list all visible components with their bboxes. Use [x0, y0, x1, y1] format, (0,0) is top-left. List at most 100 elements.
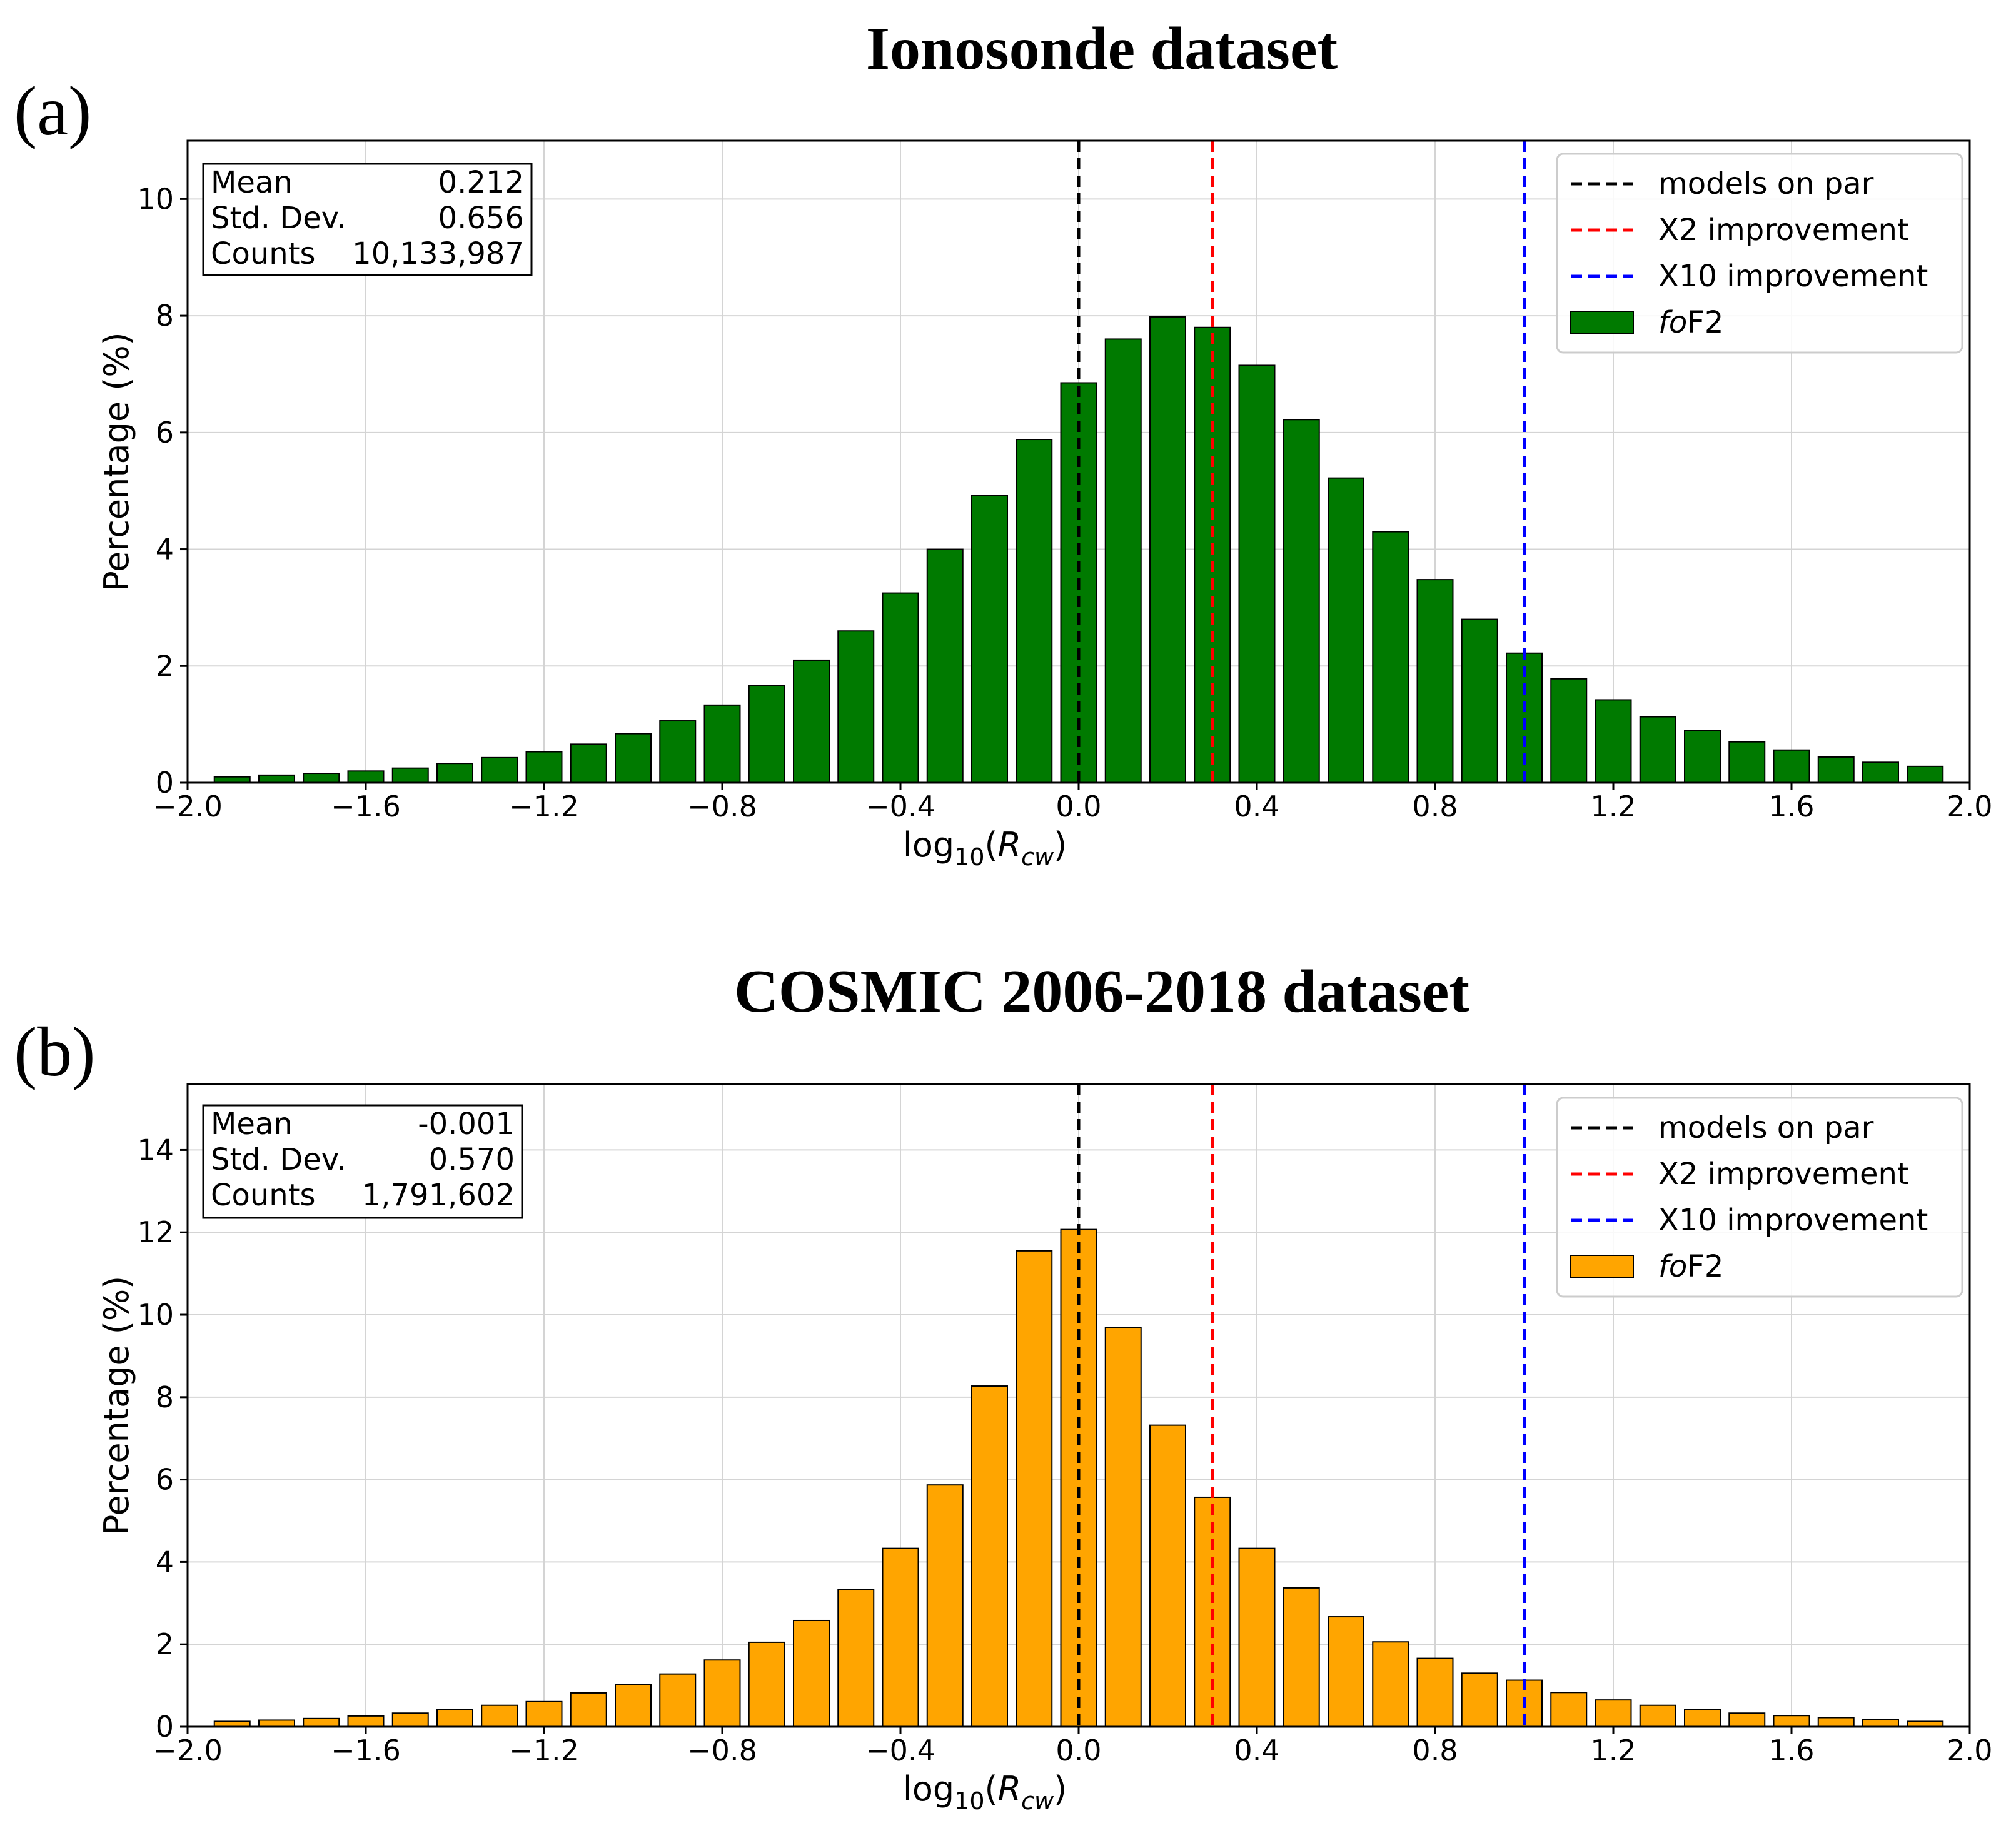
stats-std-label: Std. Dev.	[211, 1142, 346, 1177]
legend-bar-swatch	[1570, 1255, 1634, 1278]
bar	[391, 767, 429, 783]
y-tick-label: 2	[156, 1627, 174, 1661]
panel-label: (b)	[14, 1013, 96, 1091]
x-tick-label: −0.4	[865, 1734, 935, 1767]
x-axis-label-part: 10	[954, 843, 984, 871]
bar	[481, 1704, 518, 1728]
x-axis: −2.0 −1.6 −1.2 −0.8 −0.4 0.0 0.4 0.8 1.2 1.6 2.0	[153, 783, 1993, 823]
x-axis-label-part: 10	[954, 1787, 984, 1815]
bar	[1238, 1547, 1276, 1727]
bar	[525, 1700, 563, 1727]
x-axis: −2.0 −1.6 −1.2 −0.8 −0.4 0.0 0.4 0.8 1.2 1.6 2.0	[153, 1727, 1993, 1767]
x-tick-label: 2.0	[1947, 1734, 1992, 1767]
y-tick-label: 8	[156, 1380, 174, 1414]
bar	[1104, 338, 1142, 783]
bar	[703, 1659, 741, 1727]
x-tick-label: −0.4	[865, 790, 935, 823]
bar	[1817, 756, 1855, 784]
x-tick-label: −2.0	[153, 790, 223, 823]
x-axis-label: log10(Rcw)	[903, 1769, 1067, 1815]
bar	[391, 1712, 429, 1728]
bar	[258, 1719, 295, 1727]
bar	[1328, 1616, 1364, 1728]
x-axis-label-part: )	[1054, 825, 1067, 865]
x-axis-label-part: R	[998, 825, 1022, 865]
bars	[213, 1228, 1944, 1728]
reference-lines	[1077, 141, 1526, 783]
bar	[1238, 364, 1276, 783]
bar	[1550, 678, 1588, 784]
bar	[258, 774, 295, 783]
bar	[926, 548, 964, 784]
stats-mean-value: -0.001	[418, 1107, 515, 1142]
x-tick-label: 0.0	[1056, 790, 1101, 823]
stats-box: Mean -0.001 Std. Dev. 0.570 Counts 1,791,602	[202, 1104, 523, 1219]
bar	[615, 1684, 652, 1728]
legend-entry-label: models on par	[1658, 166, 1874, 201]
bar	[347, 1715, 385, 1728]
bar	[1372, 1641, 1409, 1727]
stats-mean-label: Mean	[211, 165, 293, 200]
stats-std-label: Std. Dev.	[211, 201, 346, 236]
bar	[1283, 1587, 1320, 1727]
bar	[1773, 1715, 1810, 1728]
chart-panel-b: COSMIC 2006-2018 dataset(b)−2.0 −1.6 −1.2−…	[14, 958, 1993, 1815]
bar	[703, 704, 741, 784]
bar	[436, 1709, 473, 1727]
y-tick-label: 10	[137, 182, 174, 216]
x-tick-label: 0.8	[1412, 1734, 1458, 1767]
bar	[1773, 749, 1810, 783]
bar	[1862, 1719, 1899, 1727]
legend-bar-label-italic: fo	[1658, 305, 1687, 340]
legend-bar-label-rest: F2	[1687, 305, 1723, 340]
x-tick-label: 0.4	[1234, 790, 1279, 823]
bar	[436, 763, 473, 783]
bar	[1416, 1657, 1454, 1728]
bar	[1595, 1699, 1632, 1728]
x-tick-label: −1.2	[509, 1734, 579, 1767]
x-tick-label: −0.8	[687, 790, 757, 823]
bar	[615, 733, 652, 784]
legend-frame	[1556, 1097, 1963, 1298]
bar	[1461, 618, 1498, 784]
bar	[1728, 741, 1766, 784]
legend-bar-label: foF2	[1658, 1249, 1723, 1284]
x-tick-label: −1.6	[331, 790, 401, 823]
y-axis: 0 2 4 6 8 10	[137, 182, 188, 800]
y-tick-label: 4	[156, 533, 174, 566]
legend-bar-swatch	[1570, 311, 1634, 334]
stats-mean-value: 0.212	[438, 165, 524, 200]
bar	[525, 751, 563, 783]
panel-label: (a)	[14, 73, 91, 150]
bar	[303, 773, 340, 783]
bar	[1104, 1327, 1142, 1727]
x-axis-label-part: log	[903, 1769, 954, 1809]
legend-entry-label: X2 improvement	[1658, 213, 1909, 248]
stats-std-value: 0.570	[429, 1142, 515, 1177]
bar	[793, 659, 830, 784]
x-tick-label: −1.6	[331, 1734, 401, 1767]
x-tick-label: 1.2	[1590, 790, 1636, 823]
x-tick-label: −0.8	[687, 1734, 757, 1767]
bar	[1461, 1672, 1498, 1727]
legend-frame	[1556, 153, 1963, 354]
legend-entry-label: X10 improvement	[1658, 259, 1928, 294]
y-tick-label: 10	[137, 1298, 174, 1332]
y-tick-label: 0	[156, 766, 174, 800]
bar	[659, 1673, 697, 1728]
bar	[1684, 730, 1721, 784]
legend-bar-label-italic: fo	[1658, 1249, 1687, 1284]
x-axis-label: log10(Rcw)	[903, 825, 1067, 871]
stats-counts-value: 1,791,602	[362, 1178, 515, 1213]
stats-counts-label: Counts	[211, 236, 316, 271]
x-axis-label-part: )	[1054, 1769, 1067, 1809]
y-tick-label: 8	[156, 299, 174, 333]
bar	[882, 1547, 919, 1727]
stats-mean-label: Mean	[211, 1107, 293, 1142]
y-tick-label: 12	[137, 1215, 174, 1249]
x-axis-label-part: cw	[1021, 843, 1054, 871]
bar	[971, 1385, 1008, 1728]
bar	[1149, 1424, 1186, 1728]
y-tick-label: 4	[156, 1545, 174, 1579]
